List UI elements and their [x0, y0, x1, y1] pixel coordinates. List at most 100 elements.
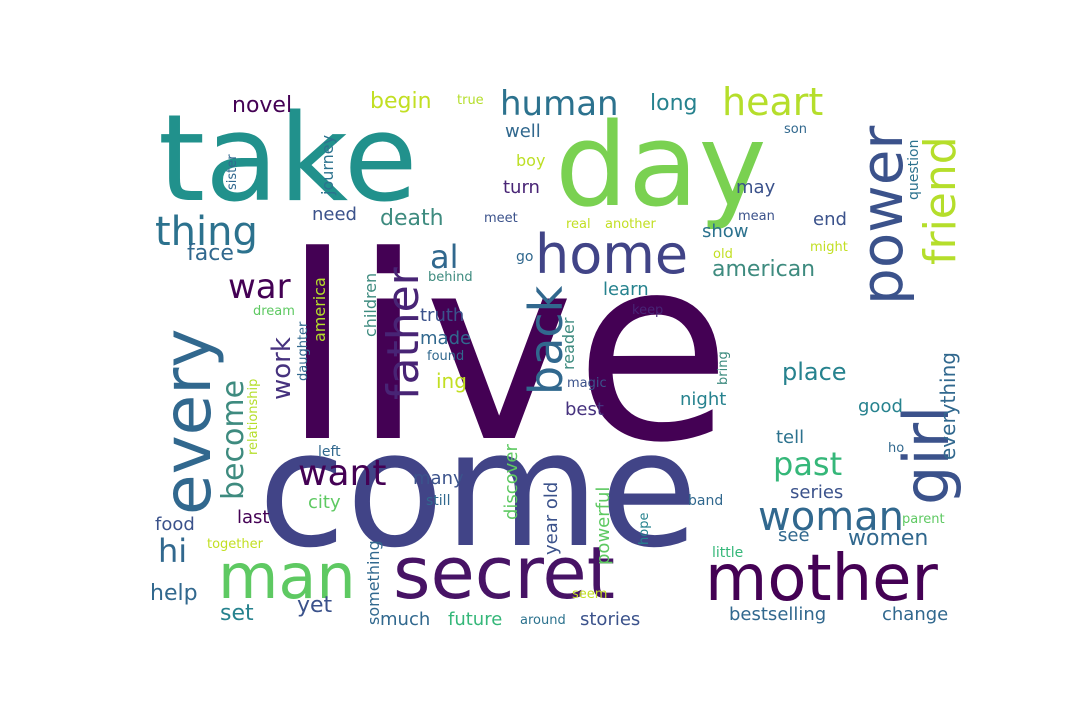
cloud-word-real: real [566, 217, 591, 232]
cloud-word-daughter: daughter [296, 321, 311, 381]
cloud-word-last: last [237, 507, 269, 528]
cloud-word-another: another [605, 217, 656, 232]
cloud-word-want: want [298, 453, 386, 494]
cloud-word-parent: parent [902, 512, 945, 527]
cloud-word-keep: keep [632, 303, 663, 318]
cloud-word-need: need [312, 204, 357, 225]
cloud-word-made: made [420, 328, 471, 349]
cloud-word-al: al [430, 238, 459, 276]
cloud-word-help: help [150, 581, 198, 606]
cloud-word-bring: bring [716, 351, 731, 385]
cloud-word-question: question [906, 140, 922, 200]
cloud-word-live: live [282, 202, 732, 499]
cloud-word-day: day [555, 99, 767, 233]
cloud-word-discover: discover [501, 444, 522, 520]
cloud-word-together: together [207, 537, 264, 552]
cloud-word-seem: seem [572, 587, 607, 602]
cloud-word-man: man [218, 540, 356, 613]
cloud-word-turn: turn [503, 177, 540, 198]
cloud-word-learn: learn [603, 279, 649, 300]
cloud-word-may: may [736, 177, 776, 198]
cloud-word-son: son [784, 122, 807, 137]
cloud-word-reader: reader [559, 317, 578, 370]
cloud-word-go: go [516, 249, 533, 265]
cloud-word-powerful: powerful [593, 487, 614, 565]
cloud-word-sister: sister [225, 154, 240, 190]
cloud-word-still: still [426, 493, 450, 509]
cloud-word-end: end [813, 209, 847, 230]
cloud-word-show: show [702, 221, 749, 242]
cloud-word-future: future [448, 609, 502, 630]
cloud-word-long: long [650, 91, 697, 116]
cloud-word-found: found [427, 349, 464, 364]
cloud-word-human: human [500, 84, 619, 124]
cloud-word-girl: girl [890, 406, 963, 505]
cloud-word-become: become [216, 380, 251, 500]
cloud-word-hope: hope [637, 513, 652, 545]
cloud-word-little: little [712, 545, 743, 561]
cloud-word-journey: journey [318, 135, 337, 196]
cloud-word-place: place [782, 358, 847, 386]
cloud-word-boy: boy [516, 151, 545, 170]
cloud-word-truth: truth [420, 305, 464, 326]
cloud-word-past: past [773, 445, 842, 483]
cloud-word-series: series [790, 482, 843, 503]
cloud-word-mother: mother [705, 542, 939, 616]
cloud-word-heart: heart [722, 80, 823, 124]
cloud-word-everything: everything [936, 352, 960, 460]
cloud-word-face: face [187, 241, 234, 266]
cloud-word-see: see [778, 525, 810, 546]
cloud-word-yet: yet [297, 593, 333, 618]
cloud-word-well: well [505, 121, 541, 142]
cloud-word-true: true [457, 93, 484, 108]
cloud-word-women: women [848, 526, 928, 551]
cloud-word-bestselling: bestselling [729, 604, 826, 625]
cloud-word-friend: friend [915, 136, 966, 265]
cloud-word-something: something [364, 540, 383, 625]
cloud-word-might: might [810, 240, 848, 255]
cloud-word-year-old: year old [541, 482, 562, 555]
cloud-word-children: children [361, 273, 380, 337]
cloud-word-left: left [318, 444, 341, 460]
cloud-word-band: band [688, 493, 723, 509]
cloud-word-relationship: relationship [246, 379, 261, 455]
cloud-word-best: best [565, 399, 604, 420]
cloud-word-city: city [308, 492, 341, 513]
cloud-word-mean: mean [738, 209, 775, 224]
cloud-word-tell: tell [776, 427, 804, 448]
cloud-word-night: night [680, 389, 726, 410]
cloud-word-come: come [258, 396, 698, 583]
cloud-word-back: back [519, 285, 573, 395]
cloud-word-father: father [378, 266, 429, 400]
cloud-word-set: set [220, 601, 254, 626]
cloud-word-ho: ho [888, 441, 904, 456]
cloud-word-take: take [158, 90, 418, 229]
cloud-word-old: old [713, 247, 733, 262]
cloud-word-much: much [380, 609, 430, 630]
cloud-word-meet: meet [484, 211, 518, 226]
cloud-word-every: every [149, 329, 226, 515]
cloud-word-around: around [520, 613, 566, 628]
cloud-word-good: good [858, 396, 903, 417]
cloud-word-american: american [712, 257, 815, 282]
cloud-word-dream: dream [253, 304, 295, 319]
cloud-word-behind: behind [428, 270, 473, 285]
cloud-word-stories: stories [580, 609, 640, 630]
cloud-word-home: home [535, 223, 688, 286]
cloud-word-war: war [228, 267, 291, 307]
cloud-word-novel: novel [232, 93, 292, 118]
cloud-word-hi: hi [158, 532, 187, 570]
cloud-word-america: america [310, 277, 329, 342]
cloud-word-death: death [380, 206, 444, 231]
cloud-word-change: change [882, 604, 948, 625]
cloud-word-begin: begin [370, 89, 432, 114]
cloud-word-many: many [413, 468, 464, 489]
cloud-word-secret: secret [393, 531, 615, 615]
cloud-word-thing: thing [155, 209, 258, 255]
cloud-word-ing: ing [436, 369, 467, 393]
cloud-word-power: power [848, 126, 916, 305]
cloud-word-woman: woman [758, 494, 904, 540]
cloud-word-food: food [155, 514, 195, 535]
